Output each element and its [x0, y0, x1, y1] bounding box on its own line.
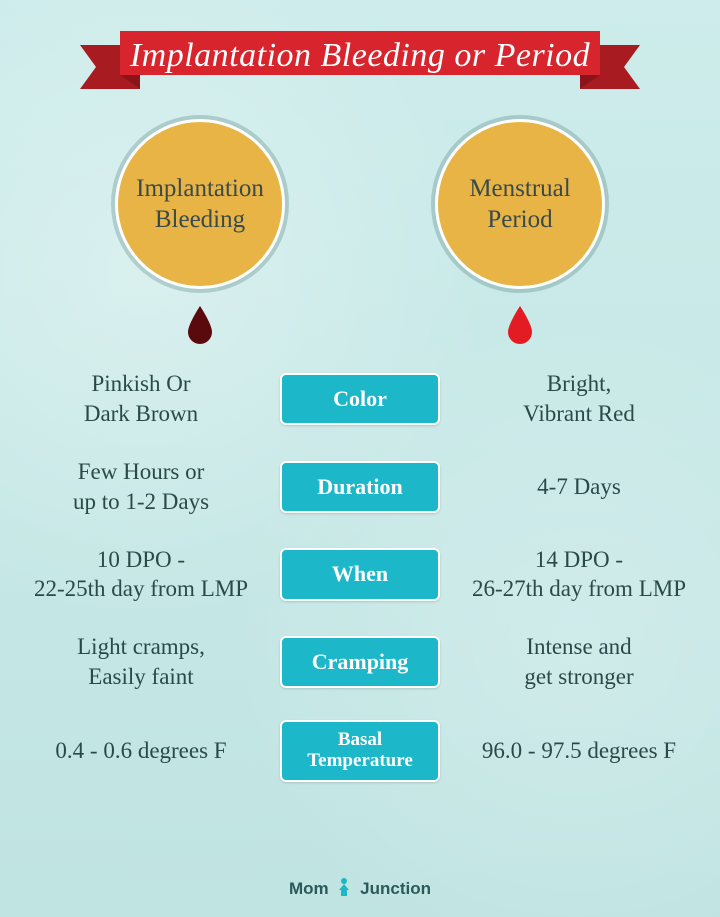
- brand-footer: Mom Junction: [0, 876, 720, 899]
- comparison-table: Pinkish OrDark Brown Color Bright,Vibran…: [0, 369, 720, 782]
- left-value: Pinkish OrDark Brown: [20, 369, 262, 429]
- column-headers: ImplantationBleeding MenstrualPeriod: [0, 119, 720, 289]
- title-banner: Implantation Bleeding or Period: [80, 25, 640, 89]
- row-label: BasalTemperature: [280, 720, 440, 782]
- left-heading: ImplantationBleeding: [136, 173, 264, 236]
- row-label: Color: [280, 373, 440, 425]
- table-row: Few Hours orup to 1-2 Days Duration 4-7 …: [20, 457, 700, 517]
- table-row: 0.4 - 0.6 degrees F BasalTemperature 96.…: [20, 720, 700, 782]
- right-heading-circle: MenstrualPeriod: [435, 119, 605, 289]
- blood-drop-icon: [185, 304, 215, 344]
- row-label: Duration: [280, 461, 440, 513]
- left-heading-circle: ImplantationBleeding: [115, 119, 285, 289]
- left-value: Light cramps,Easily faint: [20, 632, 262, 692]
- drop-icons-row: [0, 304, 720, 349]
- right-value: 4-7 Days: [458, 472, 700, 502]
- table-row: Pinkish OrDark Brown Color Bright,Vibran…: [20, 369, 700, 429]
- table-row: 10 DPO -22-25th day from LMP When 14 DPO…: [20, 545, 700, 605]
- right-value: 96.0 - 97.5 degrees F: [458, 736, 700, 766]
- left-value: 10 DPO -22-25th day from LMP: [20, 545, 262, 605]
- row-label: When: [280, 548, 440, 600]
- brand-right: Junction: [360, 879, 431, 898]
- right-value: 14 DPO -26-27th day from LMP: [458, 545, 700, 605]
- brand-icon: [335, 876, 353, 898]
- brand-left: Mom: [289, 879, 329, 898]
- right-value: Intense andget stronger: [458, 632, 700, 692]
- left-value: Few Hours orup to 1-2 Days: [20, 457, 262, 517]
- left-value: 0.4 - 0.6 degrees F: [20, 736, 262, 766]
- page-title: Implantation Bleeding or Period: [80, 37, 640, 75]
- right-heading: MenstrualPeriod: [469, 173, 570, 236]
- right-value: Bright,Vibrant Red: [458, 369, 700, 429]
- blood-drop-icon: [505, 304, 535, 344]
- row-label: Cramping: [280, 636, 440, 688]
- table-row: Light cramps,Easily faint Cramping Inten…: [20, 632, 700, 692]
